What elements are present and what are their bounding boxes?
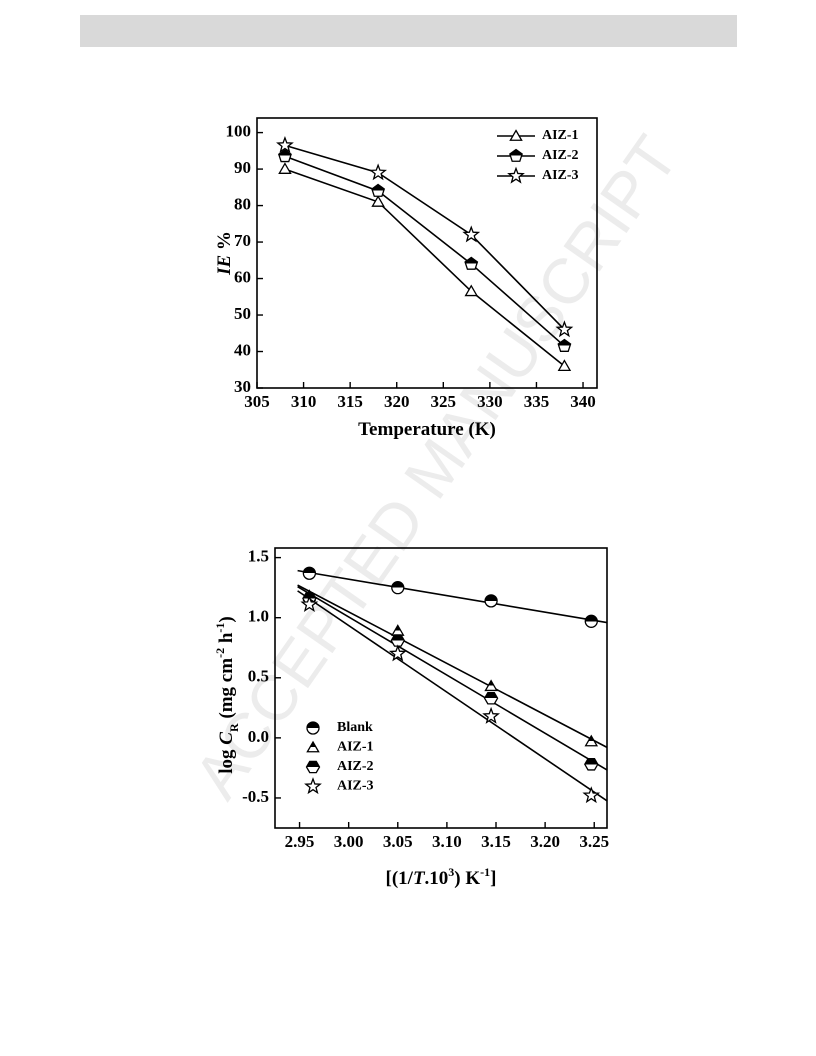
marker [557, 359, 572, 372]
plot-frame [274, 547, 608, 829]
marker [484, 594, 498, 608]
y-tick-label: 0.5 [248, 667, 269, 686]
marker [464, 284, 479, 297]
legend-label: AIZ-2 [542, 148, 579, 163]
marker [306, 740, 320, 753]
legend-label: AIZ-1 [542, 128, 579, 143]
y-tick-label: 60 [234, 267, 251, 286]
marker [584, 614, 598, 628]
x-tick-label: 310 [291, 392, 317, 411]
marker [483, 691, 499, 705]
x-tick-label: 3.05 [383, 832, 413, 851]
y-tick-label: 50 [234, 304, 251, 323]
x-tick-label: 330 [477, 392, 503, 411]
y-tick-label: 90 [234, 158, 251, 177]
marker [482, 706, 500, 724]
legend-label: AIZ-2 [337, 759, 374, 774]
marker [484, 679, 498, 692]
legend-label: AIZ-3 [542, 168, 579, 183]
marker [306, 721, 320, 735]
x-axis-title: [(1/T.103) K-1] [386, 865, 497, 890]
marker [509, 148, 523, 162]
plot-frame [256, 117, 598, 389]
trend-line [297, 590, 608, 802]
header-bar [80, 15, 737, 47]
y-tick-label: -0.5 [242, 787, 269, 806]
marker [507, 166, 525, 184]
x-tick-label: 335 [524, 392, 550, 411]
marker [555, 320, 574, 338]
trend-line [297, 584, 608, 749]
marker [300, 595, 319, 613]
marker [584, 734, 599, 747]
x-tick-label: 305 [244, 392, 270, 411]
legend-label: AIZ-1 [337, 740, 374, 755]
y-axis-title: IE % [214, 231, 235, 276]
legend-label: Blank [337, 720, 373, 735]
x-tick-label: 3.10 [432, 832, 462, 851]
y-tick-label: 80 [234, 194, 251, 213]
marker [302, 566, 317, 580]
x-tick-label: 3.15 [481, 832, 511, 851]
x-tick-label: 3.00 [334, 832, 364, 851]
marker [391, 624, 405, 636]
marker [584, 758, 599, 771]
marker [371, 183, 386, 197]
trend-line [297, 569, 608, 624]
marker [464, 256, 479, 270]
marker [391, 581, 405, 595]
marker [582, 786, 601, 804]
marker [278, 162, 292, 174]
marker [462, 225, 481, 243]
marker [509, 129, 523, 141]
marker [277, 149, 292, 163]
marker [369, 163, 387, 181]
y-tick-label: 30 [234, 377, 251, 396]
x-tick-label: 2.95 [285, 832, 315, 851]
x-tick-label: 320 [384, 392, 410, 411]
x-tick-label: 340 [570, 392, 596, 411]
y-tick-label: 40 [234, 340, 251, 359]
y-axis-title: log CR (mg cm-2 h-1) [213, 616, 241, 773]
x-tick-label: 325 [431, 392, 457, 411]
y-tick-label: 0.0 [248, 727, 269, 746]
marker [305, 760, 321, 774]
y-tick-label: 1.5 [248, 547, 269, 566]
marker [388, 644, 407, 662]
marker [276, 136, 294, 153]
y-tick-label: 100 [226, 122, 252, 141]
marker [304, 777, 322, 795]
x-tick-label: 3.20 [530, 832, 560, 851]
y-tick-label: 1.0 [248, 607, 269, 626]
legend-label: AIZ-3 [337, 779, 374, 794]
series-line [284, 155, 565, 347]
trend-line [297, 585, 608, 771]
series-line [284, 168, 565, 367]
marker [371, 195, 385, 207]
marker [557, 338, 572, 352]
marker [390, 634, 406, 647]
x-axis-title: Temperature (K) [358, 419, 496, 440]
series-line [284, 144, 565, 331]
y-tick-label: 70 [234, 231, 251, 250]
x-tick-label: 315 [337, 392, 363, 411]
x-tick-label: 3.25 [579, 832, 609, 851]
